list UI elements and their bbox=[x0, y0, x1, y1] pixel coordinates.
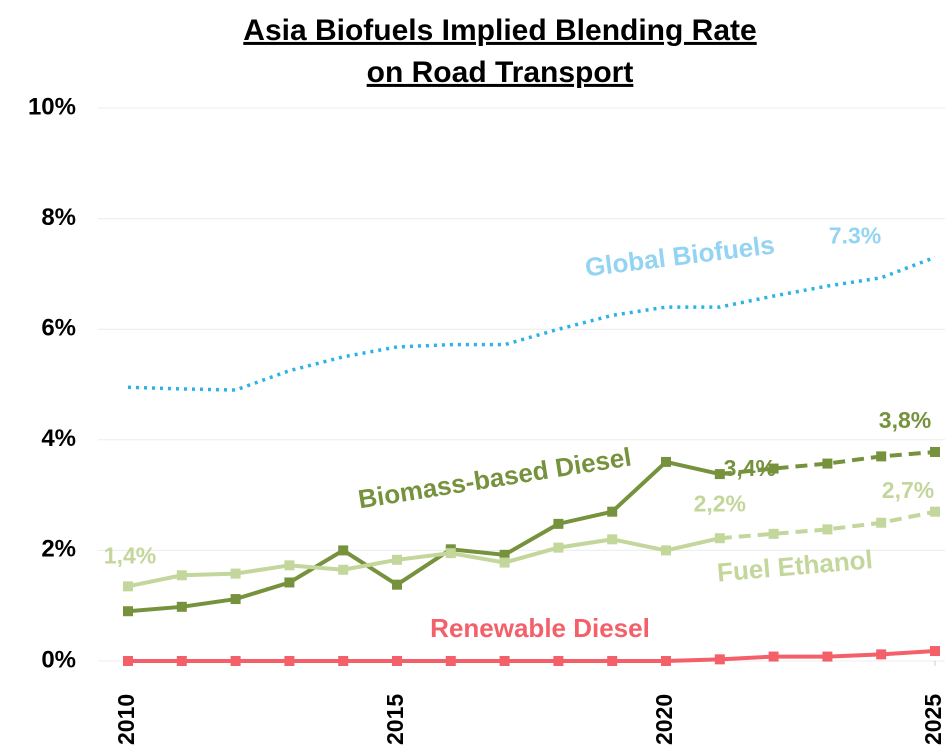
marker bbox=[230, 568, 241, 579]
y-tick-label: 0% bbox=[41, 646, 76, 673]
marker bbox=[499, 656, 510, 666]
marker bbox=[714, 469, 725, 480]
marker bbox=[930, 506, 940, 517]
marker bbox=[338, 545, 349, 556]
series-line bbox=[719, 509, 936, 541]
y-tick-label: 10% bbox=[28, 93, 76, 120]
marker bbox=[445, 656, 456, 666]
marker bbox=[553, 518, 564, 529]
marker bbox=[284, 656, 295, 666]
series-line bbox=[127, 255, 936, 392]
marker bbox=[176, 656, 187, 666]
marker bbox=[607, 656, 618, 666]
marker bbox=[123, 606, 133, 617]
marker bbox=[499, 557, 510, 568]
marker bbox=[123, 581, 133, 592]
marker bbox=[176, 601, 187, 612]
marker bbox=[661, 656, 671, 666]
marker bbox=[930, 446, 940, 457]
marker bbox=[338, 564, 349, 575]
marker bbox=[876, 649, 887, 660]
marker bbox=[607, 534, 618, 545]
marker bbox=[123, 656, 133, 666]
data-label: 7.3% bbox=[829, 222, 881, 248]
x-tick-label: 2025 bbox=[920, 694, 946, 745]
marker bbox=[553, 542, 564, 553]
data-label: 1,4% bbox=[104, 542, 156, 568]
marker bbox=[176, 570, 187, 581]
y-tick-label: 6% bbox=[41, 315, 76, 342]
marker bbox=[768, 528, 779, 539]
y-tick-label: 4% bbox=[41, 425, 76, 452]
y-tick-label: 2% bbox=[41, 536, 76, 563]
series-name: Renewable Diesel bbox=[430, 613, 650, 643]
marker bbox=[876, 451, 887, 462]
x-tick-label: 2020 bbox=[651, 694, 677, 745]
marker bbox=[876, 517, 887, 528]
marker bbox=[338, 656, 349, 666]
marker bbox=[822, 458, 833, 469]
marker bbox=[714, 654, 725, 665]
marker bbox=[822, 651, 833, 662]
series-name: Global Biofuels bbox=[583, 229, 776, 282]
series-name: Biomass-based Diesel bbox=[356, 441, 633, 514]
y-tick-label: 8% bbox=[41, 204, 76, 231]
marker bbox=[445, 548, 456, 559]
marker bbox=[392, 554, 402, 565]
marker bbox=[661, 545, 671, 556]
data-label: 2,7% bbox=[882, 477, 934, 503]
marker bbox=[392, 579, 402, 590]
marker bbox=[499, 549, 510, 560]
marker bbox=[714, 533, 725, 544]
series-line bbox=[127, 459, 721, 614]
marker bbox=[930, 646, 940, 657]
marker bbox=[553, 656, 564, 666]
marker bbox=[768, 651, 779, 662]
marker bbox=[230, 656, 241, 666]
data-label: 2,2% bbox=[694, 490, 746, 516]
x-tick-label: 2015 bbox=[382, 694, 408, 745]
x-tick-label: 2010 bbox=[113, 694, 139, 745]
marker bbox=[661, 456, 671, 467]
data-label: 3,8% bbox=[879, 407, 931, 433]
series-line bbox=[719, 449, 936, 477]
series-line bbox=[127, 536, 721, 589]
marker bbox=[822, 524, 833, 535]
marker bbox=[392, 656, 402, 666]
marker bbox=[284, 560, 295, 571]
chart-title: Asia Biofuels Implied Blending Rate bbox=[243, 14, 756, 47]
series-line bbox=[128, 649, 936, 663]
marker bbox=[230, 594, 241, 605]
data-label: 3,4% bbox=[724, 455, 776, 481]
marker bbox=[768, 463, 779, 474]
chart-title: on Road Transport bbox=[367, 56, 634, 89]
marker bbox=[607, 506, 618, 517]
marker bbox=[284, 577, 295, 588]
